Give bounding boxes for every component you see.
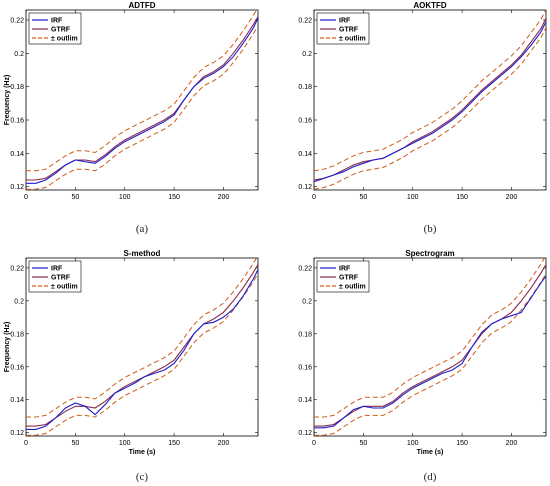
x-tick-label: 200 <box>506 194 518 201</box>
x-tick-label: 200 <box>506 440 518 447</box>
legend-label: IRF <box>339 266 351 273</box>
x-tick-label: 50 <box>71 440 79 447</box>
y-axis-label: Frequency (Hz) <box>4 322 11 373</box>
lower-limit-line <box>314 273 546 436</box>
legend: IRF GTRF ± outlim <box>316 260 370 293</box>
panel-4: Spectrogram 0 50 100 150 200 0.12 0.14 0.16 0.18 0… <box>298 249 547 456</box>
legend-label: GTRF <box>339 27 359 34</box>
legend: IRF GTRF ± outlim <box>28 260 82 293</box>
y-tick-label: 0.16 <box>10 118 24 125</box>
lower-limit-line <box>26 25 258 190</box>
panel-1: ADTFD 0 50 100 150 200 0.12 0.14 0.16 0.18 0.2 0.22… <box>4 1 259 201</box>
y-tick-label: 0.22 <box>10 18 24 25</box>
lower-limit-line <box>26 273 258 436</box>
x-axis-label: Time (s) <box>129 449 156 456</box>
legend: IRF GTRF ± outlim <box>316 12 370 45</box>
y-tick-label: 0.2 <box>14 298 24 305</box>
legend-label: IRF <box>51 266 63 273</box>
panel-caption: (b) <box>424 223 437 235</box>
series-gtrf <box>314 264 546 427</box>
x-tick-label: 0 <box>24 440 28 447</box>
lower-limit-line <box>314 27 546 190</box>
x-tick-label: 100 <box>407 194 419 201</box>
legend-label: ± outlim <box>51 36 78 43</box>
y-tick-label: 0.22 <box>10 265 24 272</box>
x-tick-label: 150 <box>168 194 180 201</box>
chart-title: AOKTFD <box>413 1 447 10</box>
series-gtrf <box>314 18 546 181</box>
y-axis-label: Frequency (Hz) <box>4 75 11 126</box>
series-lines <box>26 10 258 190</box>
series-irf <box>26 269 258 430</box>
y-tick-label: 0.14 <box>298 397 312 404</box>
y-tick-label: 0.2 <box>14 51 24 58</box>
x-tick-label: 0 <box>312 440 316 447</box>
y-tick-label: 0.14 <box>10 397 24 404</box>
legend-label: ± outlim <box>339 284 366 291</box>
x-tick-label: 150 <box>456 440 468 447</box>
x-tick-label: 100 <box>407 440 419 447</box>
x-tick-label: 150 <box>168 440 180 447</box>
legend-label: GTRF <box>51 27 71 34</box>
upper-limit-line <box>314 10 546 172</box>
y-tick-label: 0.16 <box>298 118 312 125</box>
x-tick-label: 150 <box>456 194 468 201</box>
panel-3: S-method 0 50 100 150 200 0.12 0.14 0.16 0.18 0.2 0… <box>4 249 259 456</box>
series-lines <box>314 258 546 436</box>
legend-label: ± outlim <box>339 36 366 43</box>
x-tick-label: 0 <box>24 194 28 201</box>
panel-caption: (c) <box>136 471 149 483</box>
panel-caption: (d) <box>424 471 437 483</box>
series-lines <box>26 258 258 436</box>
legend: IRF GTRF ± outlim <box>28 12 82 45</box>
series-irf <box>314 275 546 429</box>
y-tick-label: 0.16 <box>10 364 24 371</box>
y-tick-label: 0.14 <box>10 151 24 158</box>
x-tick-label: 0 <box>312 194 316 201</box>
y-tick-label: 0.16 <box>298 364 312 371</box>
y-tick-label: 0.18 <box>10 84 24 91</box>
panel-2: AOKTFD 0 50 100 150 200 0.12 0.14 0.16 0.18 0.2 0.2… <box>298 1 547 201</box>
upper-limit-line <box>26 258 258 418</box>
x-tick-label: 100 <box>119 440 131 447</box>
y-tick-label: 0.2 <box>302 298 312 305</box>
panel-caption: (a) <box>136 223 149 235</box>
x-tick-label: 200 <box>218 194 230 201</box>
series-irf <box>314 21 546 183</box>
x-tick-label: 200 <box>218 440 230 447</box>
upper-limit-line <box>314 258 546 418</box>
legend-label: ± outlim <box>51 284 78 291</box>
y-tick-label: 0.12 <box>10 430 24 437</box>
legend-label: GTRF <box>339 275 359 282</box>
upper-limit-line <box>26 10 258 172</box>
y-tick-label: 0.12 <box>298 430 312 437</box>
legend-label: GTRF <box>51 275 71 282</box>
x-axis-label: Time (s) <box>417 449 444 456</box>
chart-title: ADTFD <box>128 1 155 10</box>
x-tick-label: 50 <box>71 194 79 201</box>
y-tick-label: 0.14 <box>298 151 312 158</box>
legend-label: IRF <box>339 18 351 25</box>
chart-title: Spectrogram <box>405 249 454 258</box>
y-tick-label: 0.22 <box>298 265 312 272</box>
x-tick-label: 50 <box>359 440 367 447</box>
y-tick-label: 0.18 <box>10 331 24 338</box>
y-tick-label: 0.22 <box>298 18 312 25</box>
x-tick-label: 100 <box>119 194 131 201</box>
chart-title: S-method <box>124 249 161 258</box>
x-tick-label: 50 <box>359 194 367 201</box>
legend-label: IRF <box>51 18 63 25</box>
y-tick-label: 0.12 <box>10 184 24 191</box>
series-lines <box>314 10 546 190</box>
y-tick-label: 0.18 <box>298 331 312 338</box>
y-tick-label: 0.18 <box>298 84 312 91</box>
y-tick-label: 0.12 <box>298 184 312 191</box>
y-tick-label: 0.2 <box>302 51 312 58</box>
series-irf <box>26 18 258 184</box>
